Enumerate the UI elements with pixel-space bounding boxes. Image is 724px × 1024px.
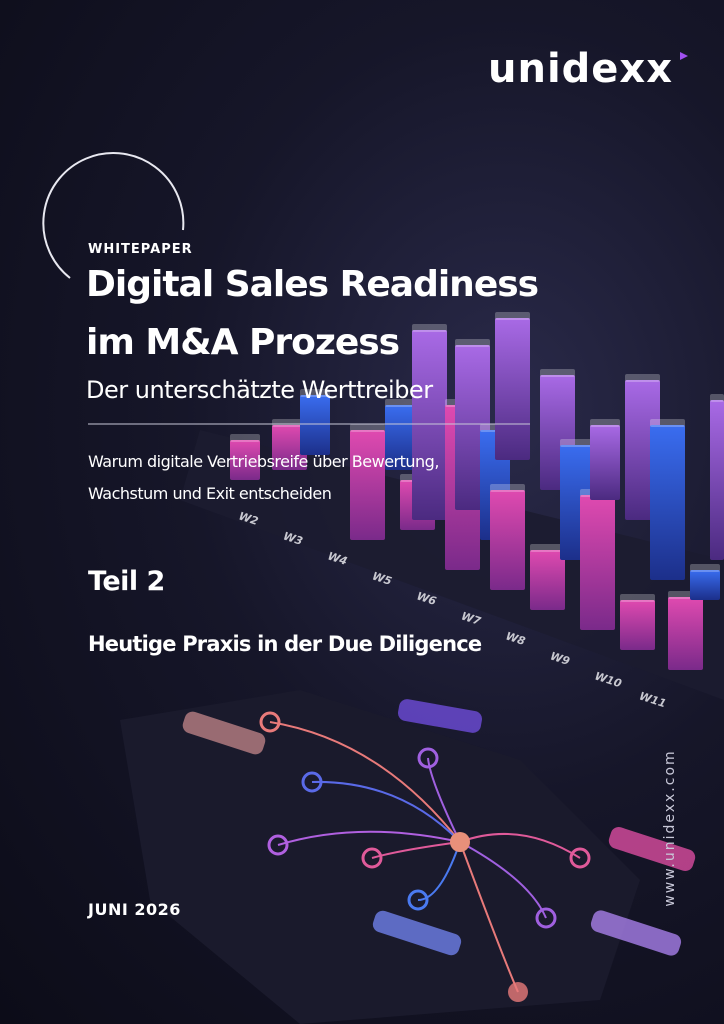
bar-cap — [625, 374, 660, 382]
bar-cap — [230, 434, 260, 442]
week-label: W4 — [326, 549, 349, 567]
week-label: W7 — [460, 609, 483, 628]
bar-cap — [590, 419, 620, 427]
bar-cap — [272, 419, 307, 427]
bar-decor — [495, 318, 530, 460]
bar-cap — [690, 564, 720, 572]
week-labels: W2 W3 W4 W5 W6 W7 W8 W9 W10 W11 — [237, 509, 668, 710]
bar-decor — [530, 550, 565, 610]
map-tags — [182, 699, 696, 956]
week-label: W9 — [549, 649, 572, 668]
bar-cap — [412, 324, 447, 332]
decor-arc — [42, 152, 185, 279]
bar-cap — [650, 419, 685, 427]
logo: unidexx — [488, 46, 674, 92]
bar-decor — [385, 405, 415, 470]
week-label: W11 — [638, 689, 668, 710]
week-label: W6 — [415, 589, 438, 608]
description-line: Wachstum und Exit entscheiden — [88, 484, 332, 503]
bar-decor — [300, 395, 330, 455]
title-line: im M&A Prozess — [86, 322, 400, 363]
subtitle: Der unterschätzte Werttreiber — [86, 376, 433, 404]
bar-cap — [530, 544, 565, 552]
bar-decor — [272, 425, 307, 470]
bar-cap — [455, 339, 490, 347]
part-title: Heutige Praxis in der Due Diligence — [88, 632, 482, 656]
bar-cap — [620, 594, 655, 602]
website: www.unidexx.com — [662, 749, 678, 907]
map-nodes — [259, 711, 591, 1002]
part-label: Teil 2 — [88, 566, 165, 597]
week-label: W3 — [282, 529, 305, 548]
bar-cap — [560, 439, 595, 447]
bar-cap — [385, 399, 415, 407]
description-line: Warum digitale Vertriebsreife über Bewer… — [88, 452, 439, 471]
bar-decor — [580, 495, 615, 630]
doc-label: WHITEPAPER — [88, 242, 193, 257]
week-label: W2 — [237, 509, 260, 528]
bar-decor — [710, 400, 724, 560]
bar-cap — [350, 424, 385, 432]
week-label: W10 — [593, 669, 623, 690]
bar-cap — [540, 369, 575, 377]
bar-decor — [412, 330, 447, 520]
bar-decor — [590, 425, 620, 500]
week-label: W8 — [504, 629, 527, 648]
week-label: W5 — [371, 569, 394, 588]
logo-accent — [680, 52, 688, 60]
map-arcs — [269, 721, 581, 993]
bar-cap — [495, 312, 530, 320]
bar-decor — [490, 490, 525, 590]
bar-cap — [710, 394, 724, 402]
bar-decor — [650, 425, 685, 580]
bar-decor — [690, 570, 720, 600]
bar-decor — [620, 600, 655, 650]
bar-decor — [668, 597, 703, 670]
bar-decor — [350, 430, 385, 540]
date: JUNI 2026 — [88, 900, 181, 919]
bar-cap — [490, 484, 525, 492]
title-line: Digital Sales Readiness — [86, 264, 539, 305]
bar-cap — [300, 389, 330, 397]
bar-decor — [230, 440, 260, 480]
